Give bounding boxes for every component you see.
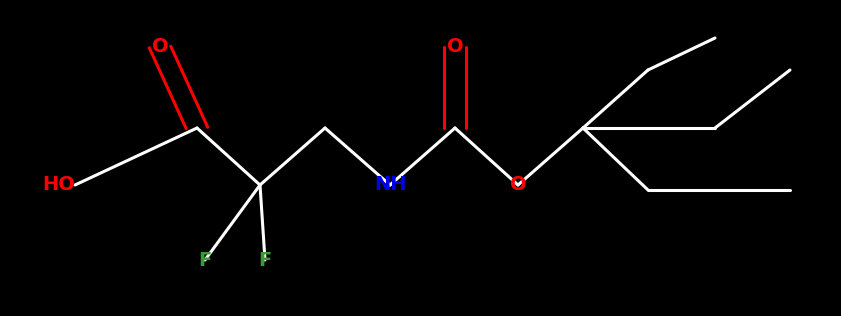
Text: O: O [447,38,463,57]
Text: NH: NH [373,175,406,195]
Text: F: F [258,251,272,270]
Text: O: O [510,175,526,195]
Text: O: O [151,38,168,57]
Text: HO: HO [42,175,75,195]
Text: F: F [198,251,212,270]
